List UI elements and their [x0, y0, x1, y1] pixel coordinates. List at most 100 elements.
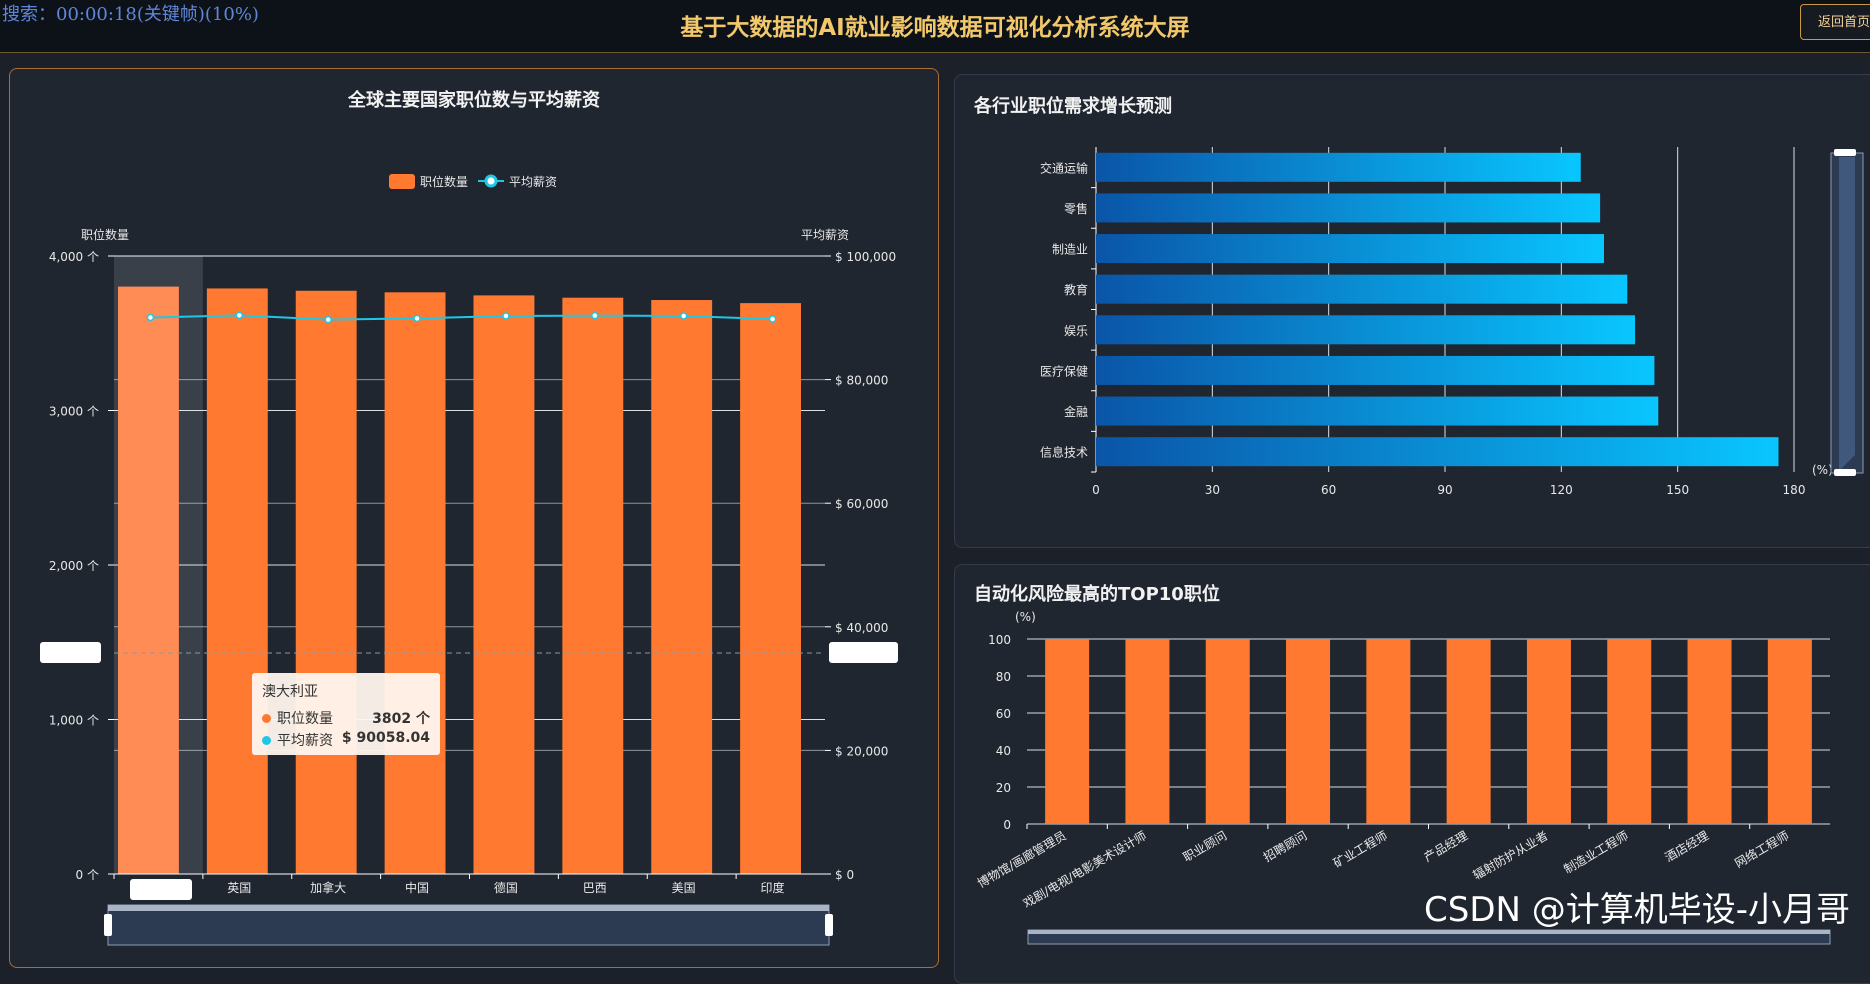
right-axis-name: 平均薪资: [801, 228, 849, 242]
job-count-bar: [562, 297, 624, 875]
x-category-label: 德国: [494, 880, 518, 895]
tooltip-row1-label: 职位数量: [277, 711, 333, 727]
growth-bar: [1096, 234, 1604, 264]
left-tick-label: 1,000 个: [49, 714, 99, 728]
right-tick-label: $ 20,000: [835, 744, 888, 758]
data-zoom-left-handle: [104, 914, 112, 936]
growth-bar: [1096, 315, 1636, 345]
legend-marker-salary: [484, 174, 498, 188]
legend-label-jobs: 职位数量: [420, 174, 468, 189]
orange-dot-icon: [262, 714, 271, 723]
tooltip-row2-value: $ 90058.04: [341, 730, 430, 746]
growth-x-tick-label: 90: [1437, 483, 1452, 497]
risk-bar: [1366, 639, 1411, 824]
growth-category-label: 交通运输: [1040, 160, 1088, 175]
job-count-bar: [651, 300, 713, 875]
left-tick-label: 3,000 个: [49, 405, 99, 419]
salary-line: [150, 314, 773, 321]
growth-zoom-bottom-handle: [1834, 469, 1856, 476]
risk-bar: [1526, 639, 1571, 824]
industry-growth-bar-chart: 0 30 60 90 120 150 180 (%) 信息技术 金融 医疗保健 娱乐 教育 制造业 零售 交通…: [1040, 147, 1864, 497]
risk-bar: [1607, 639, 1652, 824]
risk-y-tick-label: 20: [996, 781, 1011, 795]
salary-point: [591, 311, 599, 320]
right-tick-label: $ 60,000: [835, 497, 888, 511]
tooltip-title: 澳大利亚: [262, 684, 318, 700]
salary-point: [413, 314, 421, 323]
salary-point: [324, 315, 332, 324]
legend-label-salary: 平均薪资: [509, 175, 557, 189]
country-chart-title: 全球主要国家职位数与平均薪资: [348, 90, 600, 111]
job-count-bar: [295, 290, 357, 874]
growth-bar: [1096, 396, 1659, 426]
chart-tooltip: 澳大利亚 职位数量 3802 个 平均薪资 $ 90058.04: [252, 673, 440, 755]
risk-y-tick-label: 80: [996, 670, 1011, 684]
salary-point: [679, 312, 688, 320]
growth-zoom-top-handle: [1834, 149, 1856, 156]
left-tick-label: 2,000 个: [49, 559, 99, 573]
growth-x-tick-label: 30: [1205, 483, 1220, 497]
x-category-label: 美国: [672, 881, 696, 895]
growth-category-label: 信息技术: [1040, 445, 1088, 460]
job-count-bar: [206, 288, 268, 874]
data-zoom-right-handle: [825, 914, 833, 936]
left-tick-label: 4,000 个: [49, 250, 99, 264]
salary-point: [768, 315, 777, 323]
risk-y-axis-name: (%): [1015, 610, 1036, 624]
axis-pointer-label-bottom: [130, 879, 192, 900]
growth-chart-title: 各行业职位需求增长预测: [974, 96, 1172, 117]
risk-bar: [1286, 639, 1331, 824]
job-count-bar: [473, 295, 535, 875]
job-count-bar: [740, 303, 801, 874]
risk-category-label: 网络工程师: [1732, 828, 1791, 871]
growth-bar: [1096, 355, 1655, 385]
growth-x-axis-name: (%): [1812, 463, 1833, 477]
risk-category-label: 职业顾问: [1181, 828, 1230, 864]
risk-bar: [1125, 639, 1170, 824]
back-home-button[interactable]: 返回首页: [1800, 4, 1870, 40]
axis-pointer-label-right: [829, 642, 898, 663]
x-category-label: 英国: [227, 881, 251, 895]
growth-bar: [1096, 152, 1581, 182]
right-tick-label: $ 100,000: [835, 250, 896, 264]
risk-y-tick-label: 40: [996, 744, 1011, 758]
tooltip-row1-value: 3802 个: [372, 711, 430, 727]
growth-x-tick-label: 120: [1550, 483, 1573, 497]
risk-bar: [1687, 639, 1732, 824]
growth-bar: [1096, 274, 1628, 304]
growth-category-label: 医疗保健: [1040, 364, 1088, 378]
video-status-overlay: 搜索：00:00:18(关键帧)(10%): [2, 4, 259, 25]
right-tick-label: $ 0: [835, 868, 854, 882]
tooltip-row-salary: 平均薪资 $ 90058.04: [262, 730, 430, 752]
top-bar: 搜索：00:00:18(关键帧)(10%) 基于大数据的AI就业影响数据可视化分…: [0, 0, 1870, 53]
risk-category-label: 戏剧/电视/电影美术设计师: [1020, 828, 1149, 911]
x-category-label: 印度: [761, 880, 785, 895]
risk-bar: [1767, 639, 1812, 824]
axis-pointer-label-left: [40, 642, 101, 663]
risk-y-tick-label: 100: [988, 633, 1011, 647]
tooltip-row2-label: 平均薪资: [277, 733, 333, 749]
growth-category-label: 零售: [1064, 201, 1088, 216]
risk-category-label: 制造业工程师: [1561, 828, 1631, 877]
risk-bar: [1045, 639, 1090, 824]
growth-x-tick-label: 180: [1783, 483, 1806, 497]
right-tick-label: $ 80,000: [835, 374, 888, 388]
tooltip-row-jobs: 职位数量 3802 个: [262, 708, 430, 730]
growth-category-label: 制造业: [1052, 243, 1088, 257]
risk-category-label: 酒店经理: [1662, 828, 1711, 864]
risk-category-label: 矿业工程师: [1330, 828, 1389, 871]
automation-risk-panel: 自动化风险最高的TOP10职位: [954, 564, 1870, 984]
growth-category-label: 金融: [1064, 404, 1088, 419]
growth-x-tick-label: 150: [1666, 483, 1689, 497]
risk-category-label: 招聘顾问: [1261, 828, 1310, 864]
cyan-dot-icon: [262, 736, 271, 745]
left-tick-label: 0 个: [76, 868, 99, 882]
growth-category-label: 娱乐: [1064, 324, 1088, 338]
risk-y-tick-label: 60: [996, 707, 1011, 721]
growth-category-label: 教育: [1064, 282, 1088, 297]
growth-bar: [1096, 193, 1601, 223]
x-category-label: 加拿大: [310, 880, 346, 895]
risk-category-label: 辐射防护从业者: [1470, 828, 1550, 883]
job-count-bar: [118, 286, 179, 874]
